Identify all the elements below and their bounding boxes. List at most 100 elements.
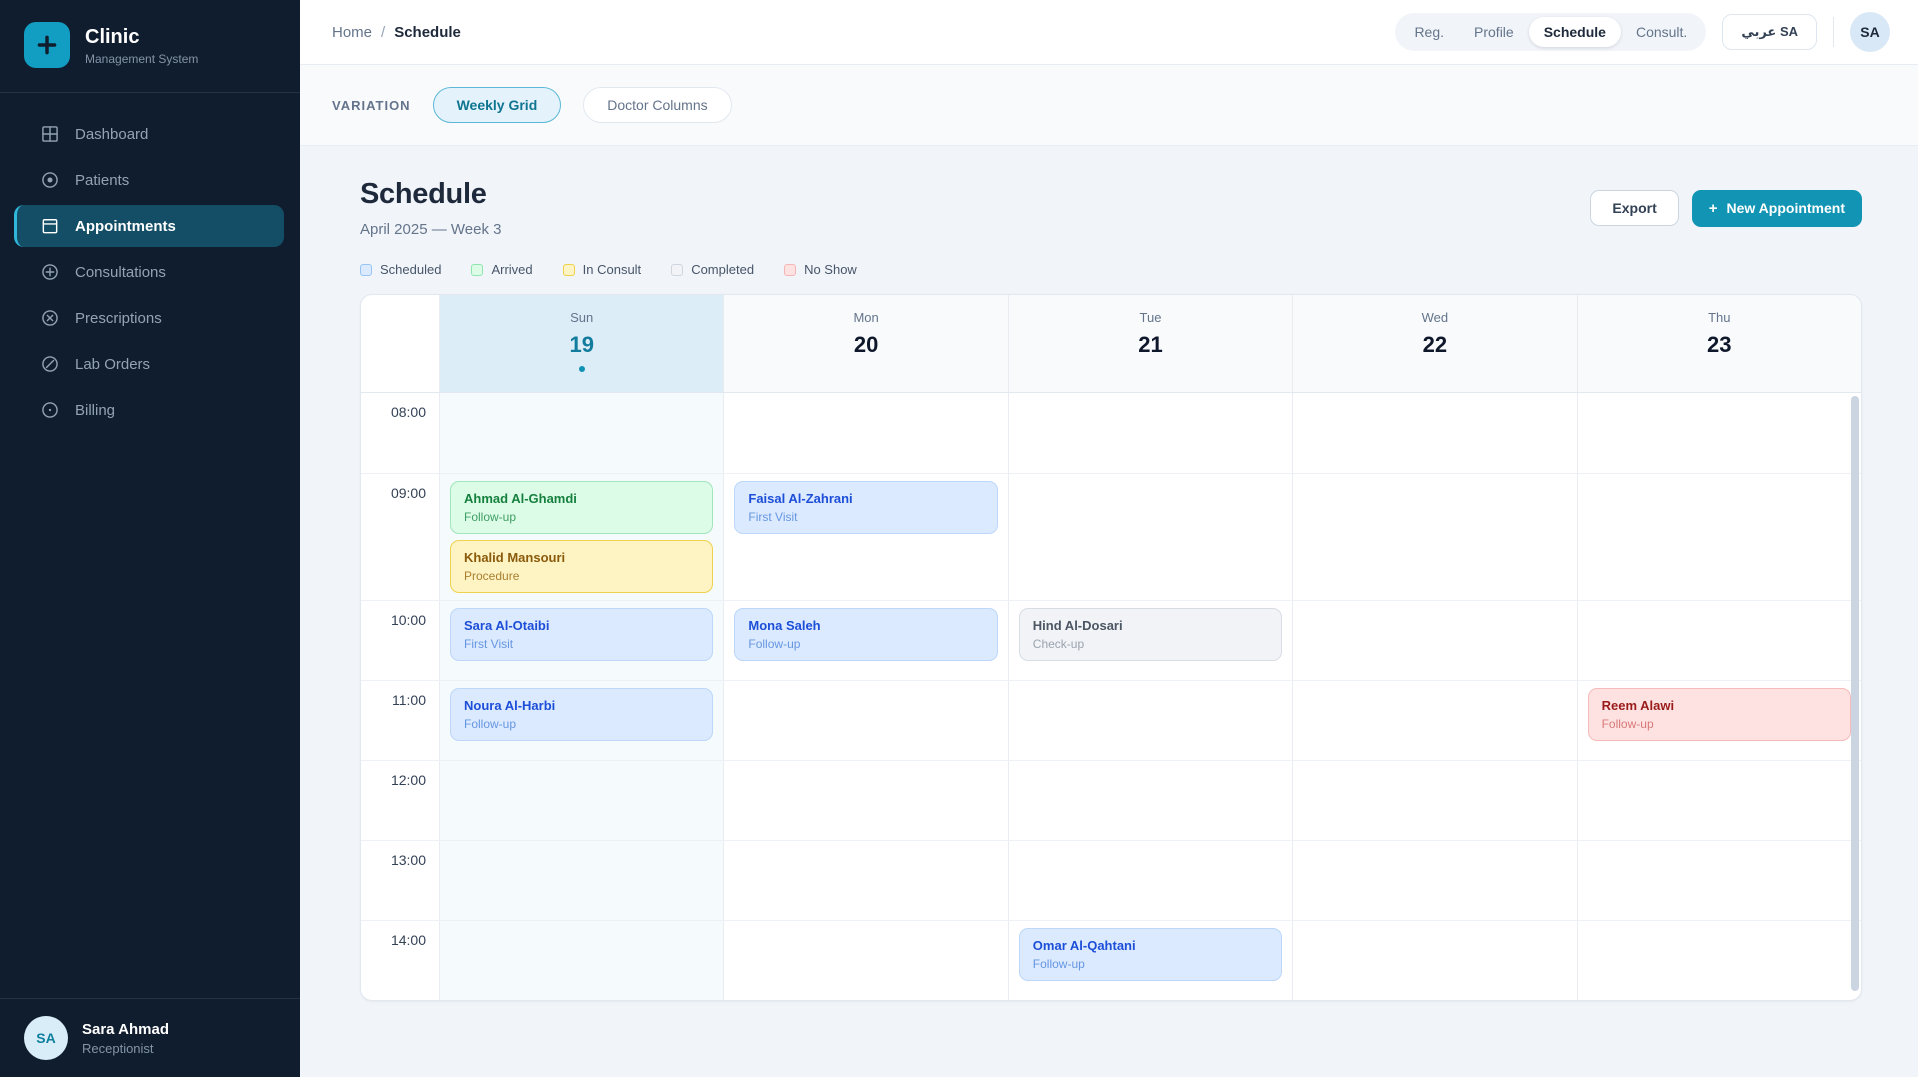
appointment-type: Check-up (1032, 637, 1085, 651)
new-appointment-button[interactable]: + New Appointment (1691, 189, 1862, 227)
tab-profile[interactable]: Profile (1459, 17, 1529, 47)
calendar-cell[interactable] (1292, 761, 1576, 840)
calendar-cell[interactable]: Noura Al-Harbi Follow-up (439, 681, 724, 760)
calendar-cell[interactable] (439, 393, 724, 473)
calendar-cell[interactable]: Omar Al-Qahtani Follow-up (1007, 921, 1292, 1000)
appointment-card[interactable]: Noura Al-Harbi Follow-up (450, 688, 714, 741)
sidebar-user[interactable]: SA Sara Ahmad Receptionist (0, 998, 300, 1077)
variation-label: VARIATION (332, 97, 411, 113)
calendar-cell[interactable]: Ahmad Al-Ghamdi Follow-up Khalid Mansour… (439, 474, 724, 600)
day-name: Tue (1139, 310, 1162, 325)
main-area: Home / Schedule Reg. Profile Schedule Co… (300, 0, 1918, 1077)
calendar-cell[interactable]: Reem Alawi Follow-up (1576, 681, 1861, 760)
calendar-cell[interactable]: Hind Al-Dosari Check-up (1007, 601, 1292, 680)
patient-name: Khalid Mansouri (464, 550, 566, 565)
day-name: Thu (1708, 310, 1731, 325)
calendar-cell[interactable] (1292, 921, 1576, 1000)
time-row-1400: 14:00 Omar Al-Qahtani Follow-up (361, 920, 1861, 1000)
calendar-cell[interactable] (1007, 841, 1292, 920)
calendar-cell[interactable] (1292, 601, 1576, 680)
patient-name: Mona Saleh (748, 618, 821, 633)
time-label: 10:00 (390, 612, 426, 628)
language-toggle-button[interactable]: عربي SA (1722, 14, 1817, 50)
calendar-cell[interactable] (1292, 393, 1576, 473)
calendar-cell[interactable] (1576, 921, 1861, 1000)
appointment-card[interactable]: Khalid Mansouri Procedure (450, 540, 714, 593)
time-label: 14:00 (390, 932, 426, 948)
calendar-cell[interactable] (723, 921, 1007, 1000)
calendar-cell[interactable] (1292, 681, 1576, 760)
calendar-cell[interactable] (1576, 761, 1861, 840)
appointment-card[interactable]: Hind Al-Dosari Check-up (1018, 608, 1283, 661)
export-button[interactable]: Export (1590, 190, 1679, 226)
circle-plus-icon (40, 262, 60, 282)
calendar-cell[interactable] (1007, 761, 1292, 840)
appointment-card[interactable]: Reem Alawi Follow-up (1587, 688, 1851, 741)
page-title: Schedule (360, 178, 487, 210)
appointment-card[interactable]: Faisal Al-Zahrani First Visit (734, 481, 998, 534)
tab-schedule[interactable]: Schedule (1528, 17, 1621, 47)
schedule-page: Schedule April 2025 — Week 3 Export + Ne… (300, 146, 1918, 1077)
appointment-type: Follow-up (1601, 717, 1654, 731)
day-name: Sun (570, 310, 594, 325)
calendar-cell[interactable] (1576, 841, 1861, 920)
day-column-header-tue[interactable]: Tue 21 (1007, 295, 1293, 392)
calendar-cell[interactable]: Mona Saleh Follow-up (723, 601, 1007, 680)
time-label: 09:00 (390, 485, 426, 501)
variation-doctor-columns-button[interactable]: Doctor Columns (583, 87, 732, 123)
calendar-cell[interactable] (1007, 474, 1292, 600)
calendar-cell[interactable] (1007, 393, 1292, 473)
day-number: 22 (1422, 332, 1448, 357)
calendar-cell[interactable] (1292, 474, 1576, 600)
calendar-cell[interactable] (1292, 841, 1576, 920)
page-subtitle: April 2025 — Week 3 (360, 221, 502, 238)
user-avatar: SA (24, 1016, 68, 1060)
breadcrumb-home-link[interactable]: Home (332, 23, 373, 41)
sidebar-item-appointments[interactable]: Appointments (14, 205, 284, 247)
sidebar-item-consultations[interactable]: Consultations (14, 251, 284, 293)
sidebar-item-billing[interactable]: Billing (14, 389, 284, 431)
weekly-calendar: Sun 19 Mon 20 Tue 21 Wed 22 (360, 294, 1862, 1001)
calendar-cell[interactable] (439, 761, 724, 840)
sidebar-item-lab-orders[interactable]: Lab Orders (14, 343, 284, 385)
appointment-type: Follow-up (748, 637, 801, 651)
sidebar-item-dashboard[interactable]: Dashboard (14, 113, 284, 155)
calendar-cell[interactable] (1576, 393, 1861, 473)
calendar-cell[interactable] (439, 841, 724, 920)
sidebar-item-prescriptions[interactable]: Prescriptions (14, 297, 284, 339)
day-column-header-thu[interactable]: Thu 23 (1576, 295, 1861, 392)
appointment-card[interactable]: Omar Al-Qahtani Follow-up (1018, 928, 1283, 981)
tab-consult[interactable]: Consult. (1621, 17, 1702, 47)
app-subtitle: Management System (85, 51, 199, 66)
day-number: 21 (1138, 332, 1163, 357)
breadcrumb-separator: / (381, 23, 386, 41)
day-column-header-sun[interactable]: Sun 19 (439, 295, 724, 392)
appointment-card[interactable]: Sara Al-Otaibi First Visit (450, 608, 714, 661)
sidebar-item-patients[interactable]: Patients (14, 159, 284, 201)
patient-name: Noura Al-Harbi (464, 698, 556, 713)
calendar-cell[interactable] (723, 761, 1007, 840)
avatar[interactable]: SA (1850, 12, 1890, 52)
calendar-cell[interactable] (723, 393, 1007, 473)
calendar-cell[interactable] (723, 841, 1007, 920)
appointment-card[interactable]: Ahmad Al-Ghamdi Follow-up (450, 481, 714, 534)
day-column-header-wed[interactable]: Wed 22 (1292, 295, 1577, 392)
circle-x-icon (40, 308, 60, 328)
calendar-cell[interactable] (1576, 474, 1861, 600)
patient-name: Omar Al-Qahtani (1032, 938, 1136, 953)
calendar-cell[interactable] (439, 921, 724, 1000)
appointment-type: Follow-up (1032, 957, 1085, 971)
day-column-header-mon[interactable]: Mon 20 (723, 295, 1008, 392)
calendar-cell[interactable]: Faisal Al-Zahrani First Visit (723, 474, 1007, 600)
appointment-card[interactable]: Mona Saleh Follow-up (734, 608, 998, 661)
vertical-scrollbar[interactable] (1851, 396, 1859, 991)
tab-registration[interactable]: Reg. (1399, 17, 1459, 47)
calendar-cell[interactable]: Sara Al-Otaibi First Visit (439, 601, 724, 680)
calendar-cell[interactable] (1007, 681, 1292, 760)
day-number: 19 (569, 332, 594, 357)
time-row-1300: 13:00 (361, 840, 1861, 920)
calendar-cell[interactable] (1576, 601, 1861, 680)
variation-weekly-grid-button[interactable]: Weekly Grid (432, 87, 562, 123)
calendar-cell[interactable] (723, 681, 1007, 760)
time-label: 12:00 (390, 772, 426, 788)
